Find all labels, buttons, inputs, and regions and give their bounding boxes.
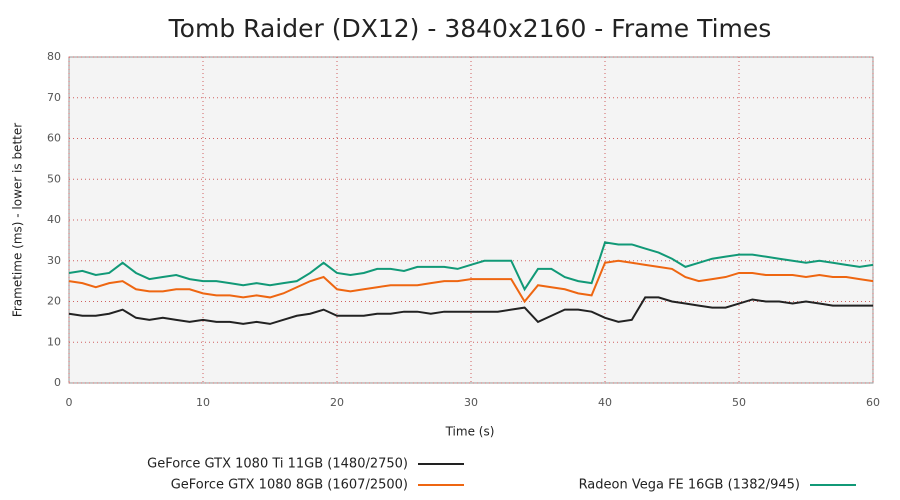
y-tick-label: 80 [47, 50, 61, 63]
x-tick-label: 20 [330, 396, 344, 409]
y-tick-label: 0 [54, 376, 61, 389]
y-tick-label: 10 [47, 335, 61, 348]
plot-area [68, 56, 874, 384]
y-tick-label: 50 [47, 172, 61, 185]
x-axis-label: Time (s) [445, 425, 495, 439]
legend-label: GeForce GTX 1080 8GB (1607/2500) [171, 478, 408, 493]
x-tick-label: 0 [66, 396, 73, 409]
y-axis-label: Frametime (ms) - lower is better [11, 123, 25, 317]
y-tick-label: 40 [47, 213, 61, 226]
y-tick-label: 60 [47, 132, 61, 145]
series-line [68, 296, 873, 325]
x-tick-label: 30 [464, 396, 478, 409]
x-tick-label: 60 [866, 396, 880, 409]
y-tick-label: 30 [47, 254, 61, 267]
y-tick-label: 20 [47, 295, 61, 308]
chart-title: Tomb Raider (DX12) - 3840x2160 - Frame T… [168, 14, 772, 43]
x-tick-label: 50 [732, 396, 746, 409]
legend-label: Radeon Vega FE 16GB (1382/945) [579, 478, 800, 493]
legend-label: GeForce GTX 1080 Ti 11GB (1480/2750) [147, 457, 408, 472]
x-tick-label: 10 [196, 396, 210, 409]
y-tick-label: 70 [47, 91, 61, 104]
series-line [68, 241, 874, 292]
x-tick-label: 40 [598, 396, 612, 409]
series-line [68, 259, 874, 304]
